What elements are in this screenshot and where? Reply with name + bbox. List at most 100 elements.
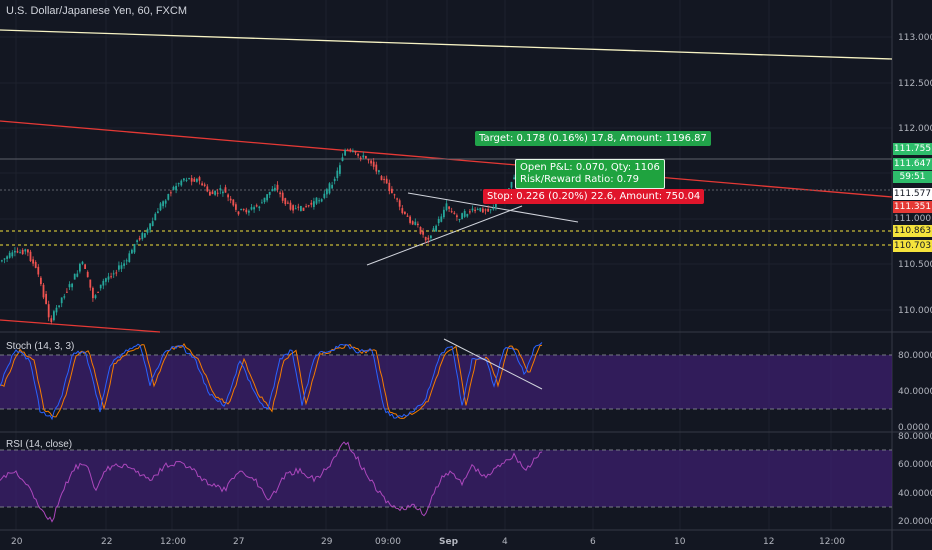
candle-body xyxy=(190,178,193,182)
price-tag-target[interactable]: 111.755 xyxy=(893,143,932,155)
candle-body xyxy=(476,208,479,210)
candle-body xyxy=(193,178,196,182)
candle-body xyxy=(242,208,245,210)
candle-body xyxy=(437,218,440,224)
stoch-k-line[interactable] xyxy=(0,342,543,421)
candle-body xyxy=(352,151,354,153)
horizontal-grid xyxy=(0,36,892,311)
candle-body xyxy=(315,197,318,204)
candle-body xyxy=(307,205,310,207)
candle-body xyxy=(118,265,120,270)
candle-body xyxy=(310,202,313,205)
candle-body xyxy=(453,212,456,214)
candle-body xyxy=(445,203,448,211)
time-axis[interactable]: 20 22 12:00 27 29 09:00 Sep 4 6 10 12 12… xyxy=(11,537,845,547)
candle-body xyxy=(63,296,66,298)
candle-body xyxy=(276,184,279,190)
time-tick: 12:00 xyxy=(160,537,186,547)
candle-body xyxy=(105,278,107,282)
stoch-divergence-line[interactable] xyxy=(443,338,543,390)
price-tag-stop[interactable]: 111.351 xyxy=(893,201,932,213)
candle-body xyxy=(8,252,11,258)
price-tag-level-2[interactable]: 110.703 xyxy=(893,240,932,252)
candle-body xyxy=(320,199,323,202)
rsi-tick: 80.0000 xyxy=(898,432,932,442)
rsi-line[interactable] xyxy=(0,441,543,523)
candle-body xyxy=(149,223,151,230)
price-tag-level-1[interactable]: 110.863 xyxy=(893,225,932,237)
candle-body xyxy=(489,209,492,211)
candle-body xyxy=(125,260,128,262)
candle-body xyxy=(120,265,123,269)
candle-body xyxy=(237,211,240,215)
candle-body xyxy=(289,202,292,210)
candle-body xyxy=(50,318,53,322)
candle-body xyxy=(271,189,274,192)
candle-body xyxy=(110,276,112,278)
stoch-pane-title[interactable]: Stoch (14, 3, 3) xyxy=(6,341,75,352)
candle-body xyxy=(84,264,86,269)
candle-body xyxy=(229,198,232,201)
candle-body xyxy=(274,187,276,191)
candle-body xyxy=(128,253,131,263)
yellow-trendline[interactable] xyxy=(0,29,893,60)
candle-body xyxy=(172,186,175,190)
target-label[interactable]: Target: 0.178 (0.16%) 17.8, Amount: 1196… xyxy=(475,131,711,146)
candle-body xyxy=(203,184,206,186)
candle-body xyxy=(131,249,133,254)
candle-body xyxy=(281,192,284,201)
countdown-tag: 59:51 xyxy=(893,171,932,183)
candle-body xyxy=(123,263,125,266)
candle-body xyxy=(216,192,219,194)
candle-body xyxy=(164,200,167,204)
candle-body xyxy=(372,161,375,167)
price-axis[interactable]: 113.000 112.500 112.000 110.500 110.000 xyxy=(898,33,932,316)
candle-body xyxy=(206,186,209,192)
price-tag-current[interactable]: 111.577 xyxy=(893,188,932,200)
candle-body xyxy=(94,295,97,298)
candle-body xyxy=(180,180,183,186)
candle-body xyxy=(11,252,14,257)
red-support-trendline[interactable] xyxy=(0,319,161,333)
stop-label[interactable]: Stop: 0.226 (0.20%) 22.6, Amount: 750.04 xyxy=(483,189,705,204)
candle-body xyxy=(318,200,320,202)
candle-body xyxy=(19,252,21,254)
stoch-band xyxy=(0,355,892,409)
time-tick: 12:00 xyxy=(819,537,845,547)
symbol-title[interactable]: U.S. Dollar/Japanese Yen, 60, FXCM xyxy=(6,5,187,17)
candle-body xyxy=(99,284,102,289)
candle-body xyxy=(401,208,404,214)
candle-body xyxy=(417,223,419,226)
rsi-pane-title[interactable]: RSI (14, close) xyxy=(6,439,73,450)
candle-body xyxy=(185,179,188,181)
candle-body xyxy=(68,284,71,288)
price-tick: 110.000 xyxy=(898,306,932,316)
candle-body xyxy=(370,160,372,164)
stoch-d-line[interactable] xyxy=(0,343,543,419)
candle-body xyxy=(16,251,19,253)
candle-body xyxy=(42,284,45,298)
candle-body xyxy=(287,202,289,204)
price-tick-111000: 111.000 xyxy=(893,214,932,224)
candle-body xyxy=(331,184,333,189)
rsi-tick: 20.0000 xyxy=(898,517,932,527)
price-tick: 110.500 xyxy=(898,260,932,270)
candle-body xyxy=(3,258,6,260)
price-tag-last[interactable]: 111.647 xyxy=(893,158,932,170)
candle-body xyxy=(255,205,258,207)
candle-body xyxy=(354,151,357,153)
candle-body xyxy=(177,183,180,185)
time-tick: 22 xyxy=(101,537,112,547)
open-pnl-box[interactable]: Open P&L: 0.070, Qty: 1106 Risk/Reward R… xyxy=(515,159,665,189)
candle-body xyxy=(211,191,214,195)
candle-body xyxy=(430,235,432,239)
candle-body xyxy=(513,177,515,180)
candle-body xyxy=(359,157,362,160)
triangle-lower-line[interactable] xyxy=(366,205,523,266)
candle-body xyxy=(302,207,305,211)
candle-body xyxy=(214,190,216,195)
candlestick-series[interactable] xyxy=(1,148,531,325)
candle-body xyxy=(227,194,229,198)
candle-body xyxy=(341,157,344,162)
